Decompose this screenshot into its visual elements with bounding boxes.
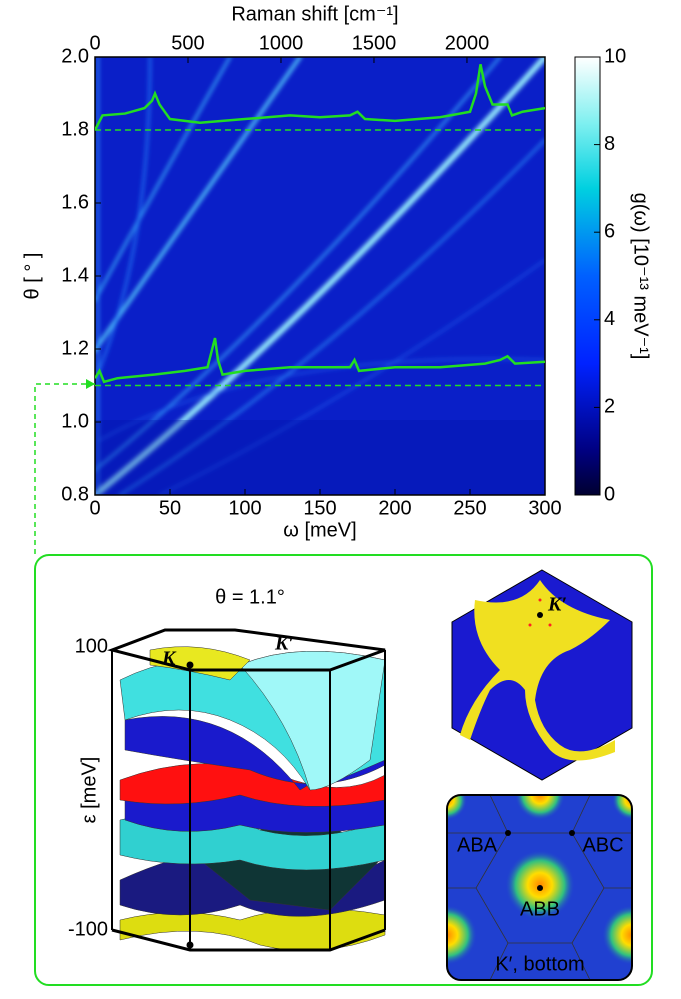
site-label: ABB bbox=[520, 898, 560, 920]
colorbar-label: g(ω) [10⁻¹³ meV⁻¹] bbox=[630, 193, 652, 360]
x2-tick-label: 2000 bbox=[445, 32, 490, 54]
site-label: ABC bbox=[582, 834, 623, 856]
y-tick-label: 1.2 bbox=[61, 337, 89, 359]
x2-tick-label: 500 bbox=[171, 32, 204, 54]
spectrum-line bbox=[95, 64, 545, 131]
x-tick-label: 200 bbox=[378, 497, 411, 519]
ldos-map bbox=[446, 794, 633, 981]
kprime-point bbox=[537, 612, 543, 618]
dirac-points bbox=[528, 598, 552, 627]
inset-y-tick-label: 100 bbox=[75, 635, 108, 657]
k-label: K bbox=[161, 648, 177, 670]
y-axis-label: θ [ ° ] bbox=[21, 253, 43, 300]
arrow-head bbox=[86, 379, 95, 389]
inset-title: θ = 1.1° bbox=[215, 586, 285, 608]
x2-tick-label: 1000 bbox=[259, 32, 304, 54]
x-tick-label: 250 bbox=[453, 497, 486, 519]
colorbar-tick-label: 6 bbox=[604, 220, 615, 242]
x-tick-label: 100 bbox=[228, 497, 261, 519]
map-title: K′, bottom bbox=[495, 953, 584, 975]
colorbar-tick-label: 8 bbox=[604, 133, 615, 155]
x-tick-label: 300 bbox=[528, 497, 561, 519]
x-tick-label: 0 bbox=[89, 497, 100, 519]
colorbar-tick-label: 2 bbox=[604, 396, 615, 418]
k-point bbox=[186, 661, 194, 669]
inset-y-label: ε [meV] bbox=[78, 757, 100, 824]
band-structure bbox=[119, 646, 386, 951]
x-tick-label: 150 bbox=[303, 497, 336, 519]
y-tick-label: 0.8 bbox=[61, 483, 89, 505]
k-label: K′ bbox=[274, 633, 294, 655]
x-tick-label: 50 bbox=[159, 497, 181, 519]
colorbar bbox=[574, 56, 601, 496]
y-tick-label: 1.4 bbox=[61, 264, 89, 286]
colorbar-tick-label: 10 bbox=[604, 45, 626, 67]
connector bbox=[34, 383, 95, 555]
colorbar-tick-label: 0 bbox=[604, 483, 615, 505]
spectrum-line bbox=[95, 337, 545, 384]
bz-prism bbox=[107, 628, 386, 952]
fermi-surface bbox=[460, 580, 615, 761]
colorbar-tick-label: 4 bbox=[604, 308, 615, 330]
inset-y-tick-label: -100 bbox=[68, 918, 108, 940]
x2-tick-label: 0 bbox=[89, 32, 100, 54]
y-tick-label: 1.6 bbox=[61, 191, 89, 213]
x-axis-label: ω [meV] bbox=[283, 519, 356, 541]
x2-tick-label: 1500 bbox=[352, 32, 397, 54]
x2-axis-label: Raman shift [cm⁻¹] bbox=[231, 3, 398, 25]
y-tick-label: 2.0 bbox=[61, 45, 89, 67]
y-tick-label: 1.8 bbox=[61, 118, 89, 140]
heatmap bbox=[95, 57, 545, 495]
map-label: K′ bbox=[547, 594, 567, 616]
y-tick-label: 1.0 bbox=[61, 410, 89, 432]
k-point-bottom bbox=[186, 941, 194, 949]
site-label: ABA bbox=[457, 834, 498, 856]
